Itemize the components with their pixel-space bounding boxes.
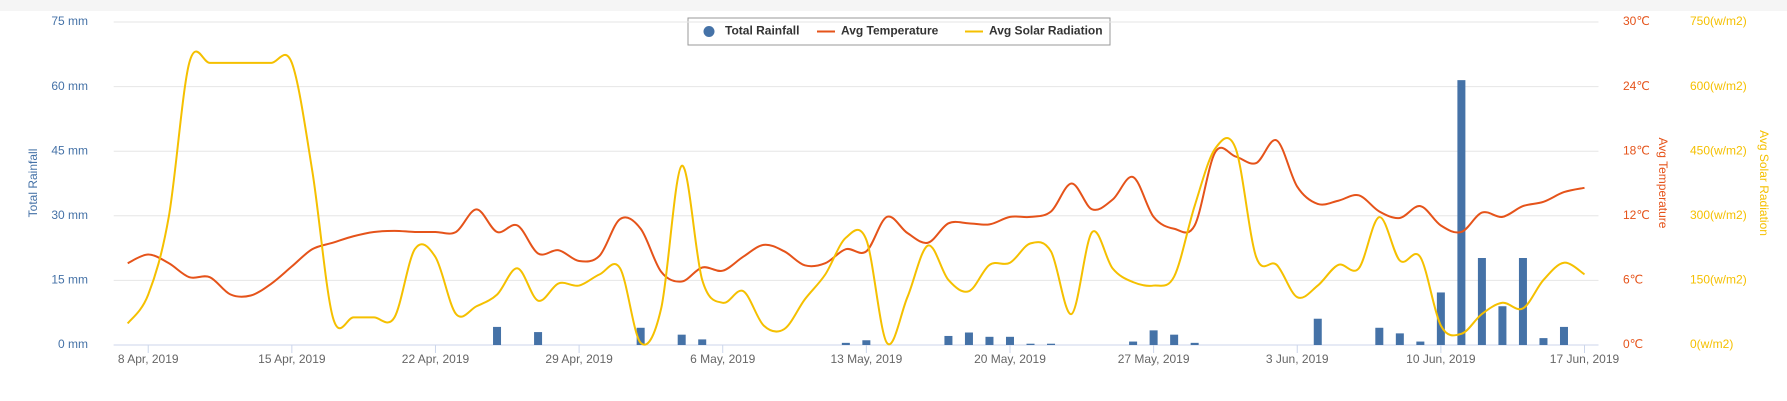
x-tick-label: 17 Jun, 2019	[1550, 352, 1620, 366]
y2-axis-title: Avg Temperature	[1656, 138, 1670, 229]
bar	[985, 336, 994, 345]
legend-swatch	[703, 26, 715, 37]
y2-tick-label: 0℃	[1623, 337, 1643, 351]
y-tick-label: 75 mm	[51, 14, 88, 28]
y-tick-label: 45 mm	[51, 143, 88, 157]
bar	[1313, 318, 1322, 345]
y-tick-label: 0 mm	[58, 337, 88, 351]
bar	[534, 332, 543, 345]
top-band	[0, 0, 1787, 11]
y-tick-label: 60 mm	[51, 79, 88, 93]
x-tick-label: 29 Apr, 2019	[545, 352, 613, 366]
bar	[862, 340, 871, 345]
bar	[1005, 336, 1014, 345]
y-tick-label: 15 mm	[51, 273, 88, 287]
y3-tick-label: 450(w/m2)	[1690, 143, 1747, 157]
y2-tick-label: 24℃	[1623, 79, 1650, 93]
x-tick-label: 22 Apr, 2019	[402, 352, 470, 366]
bar	[1170, 334, 1179, 345]
y2-tick-label: 30℃	[1623, 14, 1650, 28]
y2-tick-label: 12℃	[1623, 208, 1650, 222]
bar	[1539, 338, 1548, 345]
x-tick-label: 27 May, 2019	[1118, 352, 1190, 366]
bar	[493, 326, 502, 345]
bar	[1026, 343, 1035, 345]
bar	[1436, 292, 1445, 345]
bar	[841, 342, 850, 345]
x-tick-label: 3 Jun, 2019	[1266, 352, 1329, 366]
y2-tick-label: 6℃	[1623, 273, 1643, 287]
bar	[1375, 327, 1384, 345]
bar	[944, 335, 953, 345]
x-tick-label: 6 May, 2019	[690, 352, 755, 366]
bar	[1047, 343, 1056, 345]
bar	[1457, 80, 1466, 345]
x-tick-label: 8 Apr, 2019	[118, 352, 179, 366]
bar	[964, 332, 973, 345]
y-axis-title: Total Rainfall	[26, 149, 40, 218]
x-tick-label: 15 Apr, 2019	[258, 352, 326, 366]
y3-axis-title: Avg Solar Radiation	[1757, 130, 1771, 236]
bar	[1518, 258, 1527, 345]
line	[127, 139, 1585, 298]
bar	[1498, 306, 1507, 345]
bar	[1416, 341, 1425, 345]
bar	[1129, 341, 1138, 345]
line	[126, 50, 1586, 346]
legend-label: Avg Solar Radiation	[989, 24, 1103, 38]
legend-label: Total Rainfall	[725, 24, 799, 38]
x-tick-label: 13 May, 2019	[830, 352, 902, 366]
bar	[677, 334, 686, 345]
y3-tick-label: 750(w/m2)	[1690, 14, 1747, 28]
bar	[1477, 258, 1486, 345]
x-tick-label: 10 Jun, 2019	[1406, 352, 1476, 366]
y3-tick-label: 300(w/m2)	[1690, 208, 1747, 222]
y2-tick-label: 18℃	[1623, 143, 1650, 157]
y-tick-label: 30 mm	[51, 208, 88, 222]
bar	[1149, 330, 1158, 345]
bar	[1190, 342, 1199, 345]
y3-tick-label: 600(w/m2)	[1690, 79, 1747, 93]
bar	[1559, 326, 1568, 345]
x-tick-label: 20 May, 2019	[974, 352, 1046, 366]
legend-label: Avg Temperature	[841, 24, 939, 38]
bar	[1395, 333, 1404, 345]
bar	[698, 339, 707, 345]
y3-tick-label: 150(w/m2)	[1690, 273, 1747, 287]
y3-tick-label: 0(w/m2)	[1690, 337, 1733, 351]
bar	[636, 327, 645, 345]
